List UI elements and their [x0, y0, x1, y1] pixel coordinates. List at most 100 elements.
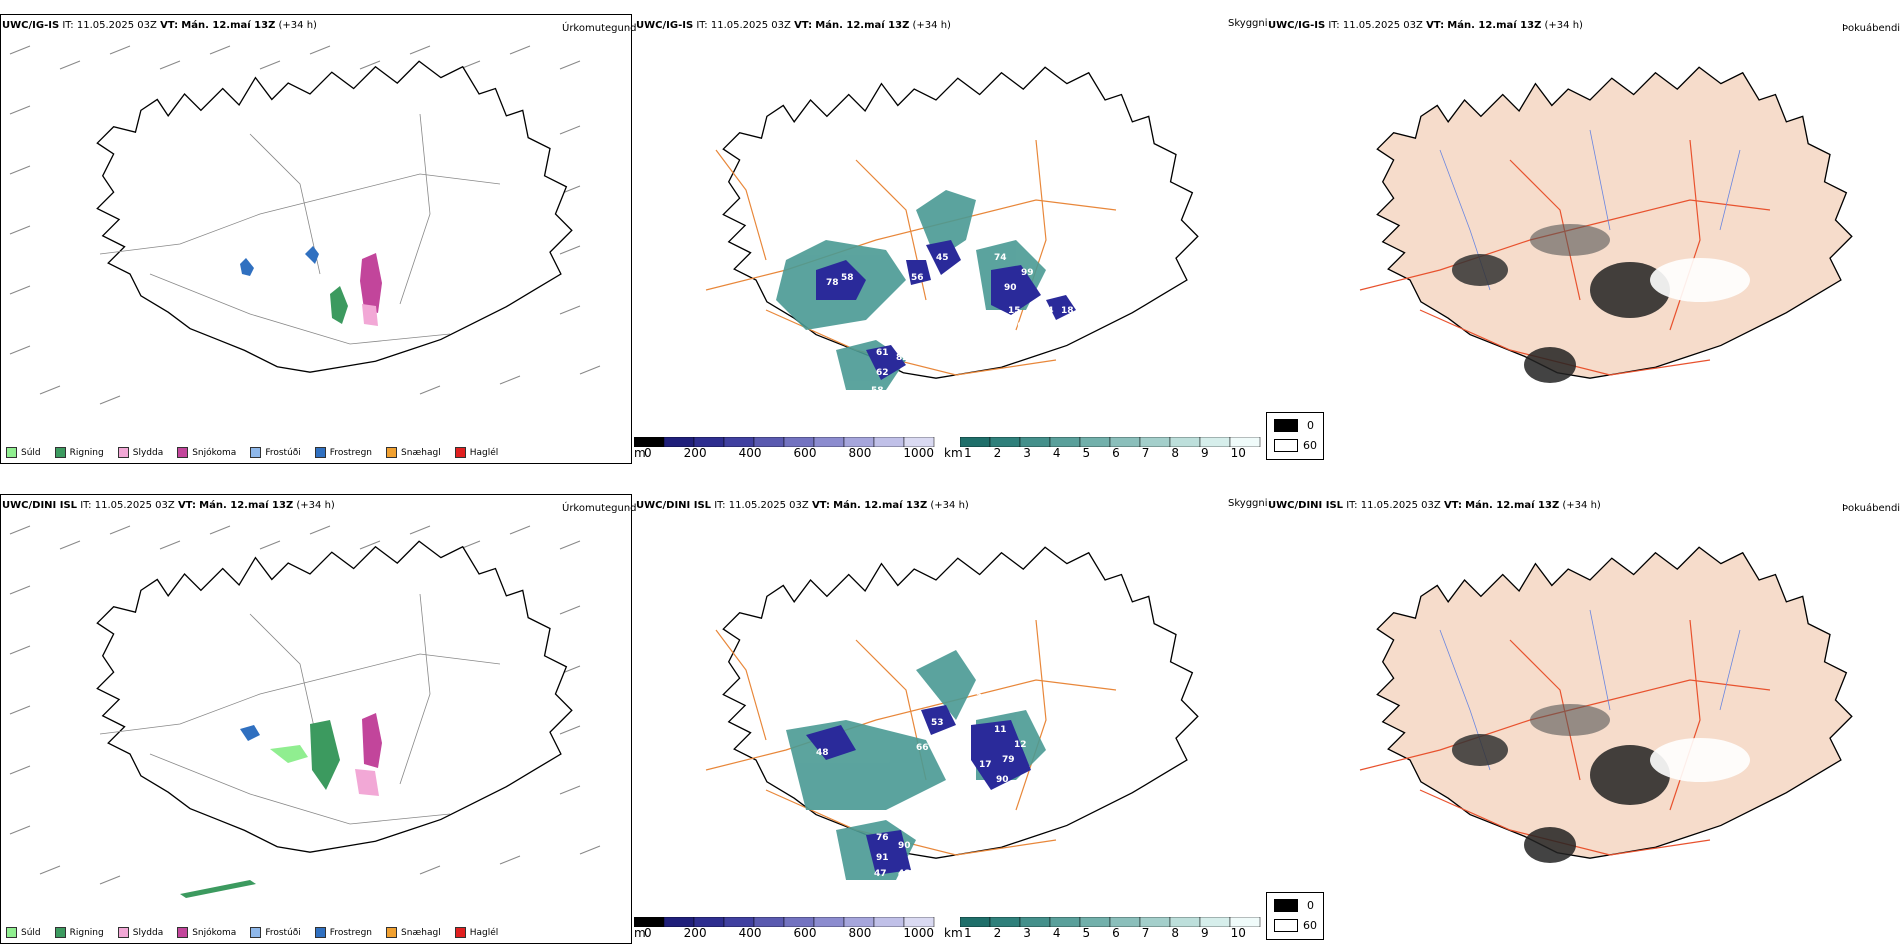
vis-label: 90 [996, 775, 1009, 785]
vis-label: 18 [1061, 306, 1074, 316]
fog-panel-title: UWC/IG-IS IT: 11.05.2025 03Z VT: Mán. 12… [1268, 20, 1583, 31]
legend-item: Snæhagl [386, 446, 441, 458]
vis-label: 66 [916, 743, 929, 753]
vis-label: 61 [876, 348, 889, 358]
visibility-colorbar [960, 437, 1261, 447]
vis-label: 11 [994, 725, 1007, 735]
colorbar-segment [1229, 437, 1261, 447]
colorbar-segment [903, 437, 935, 447]
visibility-panel-title: UWC/IG-IS IT: 11.05.2025 03Z VT: Mán. 12… [636, 20, 951, 31]
vis-label: 47 [874, 869, 887, 879]
colorbar-segment [903, 917, 935, 927]
cloud-base-colorbar [634, 917, 935, 927]
precip-type-title: Úrkomutegund [562, 23, 637, 34]
blue-areas [816, 240, 1076, 380]
visibility-map: 48 53 66 304 11 12 79 17 90 62 46 76 90 … [705, 546, 1199, 880]
visibility-type-title: Skyggni [1228, 498, 1268, 509]
precip-panel-frame [0, 494, 632, 944]
road-network [99, 113, 501, 345]
vis-label: 82 [896, 353, 909, 363]
vis-label: 79 [1002, 755, 1015, 765]
legend-item: Slydda [117, 926, 163, 938]
fog-type-title: Þokuábendi [1842, 503, 1900, 514]
vis-label: 32 [976, 233, 989, 243]
vis-label: 78 [826, 278, 839, 288]
vis-label: 12 [1014, 740, 1027, 750]
legend-item: Frostregn [314, 446, 372, 458]
vis-label: 45 [936, 253, 949, 263]
vt-label: VT: [160, 20, 179, 31]
vis-label: 15 [1008, 306, 1021, 316]
legend-item: Rigning [54, 446, 104, 458]
cloud-base-ticks: 0 200 400 600 800 1000 [644, 926, 934, 940]
fog-legend: 0 60 [1266, 412, 1324, 460]
visibility-unit: km [944, 926, 963, 940]
legend-item: Haglél [454, 446, 498, 458]
legend-item: Frostúði [250, 446, 301, 458]
roads-orange [705, 139, 1117, 376]
it-value: 11.05.2025 03Z [76, 20, 157, 31]
vis-label: 56 [911, 273, 924, 283]
visibility-type-title: Skyggni [1228, 18, 1268, 29]
visibility-ticks: 1 2 3 4 5 6 7 8 9 10 [964, 446, 1246, 460]
vis-label: 91 [876, 853, 889, 863]
precip-panel-title: UWC/DINI ISL IT: 11.05.2025 03Z VT: Mán.… [2, 500, 335, 511]
vis-label: 74 [994, 253, 1007, 263]
precip-legend: Súld Rigning Slydda Snjókoma Frostúði Fr… [6, 920, 498, 944]
fog-panel-title: UWC/DINI ISL IT: 11.05.2025 03Z VT: Mán.… [1268, 500, 1601, 511]
vis-label: 66 [1011, 321, 1024, 331]
precip-panel-frame [0, 14, 632, 464]
vis-label: 90 [1004, 283, 1017, 293]
vis-label: 17 [979, 760, 992, 770]
vis-label: 76 [876, 833, 889, 843]
visibility-unit: km [944, 446, 963, 460]
legend-item: Frostúði [250, 926, 301, 938]
fog-map [1359, 546, 1853, 863]
precip-map [9, 525, 601, 898]
vis-label: 304 [976, 693, 995, 703]
it-label: IT: [62, 20, 74, 31]
legend-item: Snæhagl [386, 926, 441, 938]
model-name: UWC/IG-IS [2, 20, 60, 31]
colorbar-segment [1229, 917, 1261, 927]
legend-item: Snjókoma [177, 446, 236, 458]
vis-label: 62 [876, 368, 889, 378]
fog-type-title: Þokuábendi [1842, 23, 1900, 34]
precip-map [9, 45, 601, 405]
wind-barbs [9, 45, 601, 405]
lead-time: (+34 h) [278, 20, 317, 31]
cloud-base-colorbar [634, 437, 935, 447]
vis-label: 58 [871, 386, 884, 396]
vis-label: 58 [841, 273, 854, 283]
cloud-base-unit: m [634, 926, 646, 940]
vis-label: 44 [1041, 306, 1054, 316]
precip-areas [240, 246, 382, 326]
vt-value: Mán. 12.maí 13Z [181, 20, 276, 31]
vis-label: 90 [898, 841, 911, 851]
legend-item: Súld [6, 446, 41, 458]
visibility-panel-title: UWC/DINI ISL IT: 11.05.2025 03Z VT: Mán.… [636, 500, 969, 511]
precip-type-title: Úrkomutegund [562, 503, 637, 514]
visibility-labels: 58 45 56 32 74 90 99 78 15 44 18 66 61 8… [826, 233, 1074, 396]
visibility-ticks: 1 2 3 4 5 6 7 8 9 10 [964, 926, 1246, 940]
legend-item: Frostregn [314, 926, 372, 938]
vis-label: 53 [931, 718, 944, 728]
vis-label: 99 [1021, 268, 1034, 278]
cloud-base-ticks: 0 200 400 600 800 1000 [644, 446, 934, 460]
vis-label: 62 [1036, 765, 1049, 775]
fog-patches [1452, 224, 1750, 383]
cloud-base-unit: m [634, 446, 646, 460]
row-1: UWC/IG-IS IT: 11.05.2025 03Z VT: Mán. 12… [0, 0, 1900, 470]
legend-item: Rigning [54, 926, 104, 938]
row-2: UWC/DINI ISL IT: 11.05.2025 03Z VT: Mán.… [0, 480, 1900, 950]
fog-map [1359, 66, 1853, 383]
vis-label: 48 [898, 869, 911, 879]
legend-item: Slydda [117, 446, 163, 458]
precip-legend: Súld Rigning Slydda Snjókoma Frostúði Fr… [6, 440, 498, 464]
fog-legend: 0 60 [1266, 892, 1324, 940]
legend-item: Haglél [454, 926, 498, 938]
vis-label: 46 [1056, 768, 1069, 778]
vis-label: 48 [816, 748, 829, 758]
visibility-colorbar [960, 917, 1261, 927]
precip-panel-title: UWC/IG-IS IT: 11.05.2025 03Z VT: Mán. 12… [2, 20, 317, 31]
